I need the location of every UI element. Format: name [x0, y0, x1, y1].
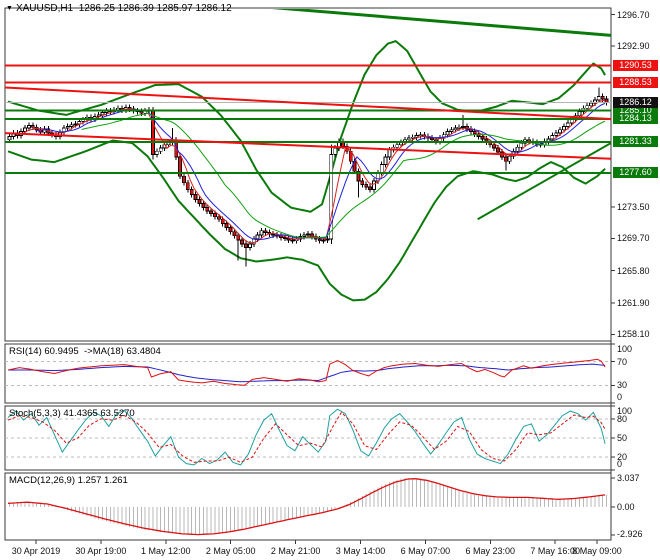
symbol-ohlc-title: XAUUSD,H1 1286.25 1286.39 1285.97 1286.1… — [15, 3, 232, 14]
time-axis-label: 6 May 23:00 — [465, 546, 516, 556]
time-axis-label: 7 May 16:00 — [530, 546, 580, 556]
time-axis-label: 2 May 05:00 — [205, 546, 256, 556]
price-level-badge: 1288.53 — [613, 76, 658, 88]
stoch-main — [7, 408, 606, 466]
indicator-tick-label: 0 — [617, 459, 623, 469]
price-level-badge: 1290.53 — [613, 60, 658, 72]
indicator-tick-label: 100 — [617, 406, 633, 416]
macd-panel — [7, 477, 608, 536]
trend-line — [271, 9, 611, 37]
trend-line — [5, 86, 611, 120]
indicator-tick-label: 3.037 — [617, 473, 640, 483]
price-tick-label: 1258.10 — [617, 329, 650, 340]
stoch-indicator-label: Stoch(5,3,3) 41.4365 63.5270 — [9, 408, 135, 419]
indicator-tick-label: 70 — [617, 356, 628, 367]
macd-signal-line — [7, 478, 606, 536]
price-level-badge: 1284.13 — [613, 113, 658, 125]
price-level-badge: 1277.60 — [613, 167, 658, 179]
price-tick-label: 1265.80 — [617, 265, 650, 276]
ma-slow — [81, 112, 606, 239]
price-level-badge: 1286.12 — [613, 96, 658, 108]
indicator-tick-label: 0.00 — [617, 501, 635, 512]
trend-line — [477, 142, 611, 221]
time-axis-label: 30 Apr 19:00 — [75, 546, 127, 556]
price-level-badge: 1281.33 — [613, 136, 658, 148]
trend-line — [5, 132, 611, 160]
stoch-signal — [7, 411, 606, 463]
candlestick-series — [7, 87, 609, 267]
price-tick-label: 1292.90 — [617, 41, 650, 52]
price-level-badge: 1285.10 — [613, 105, 658, 117]
macd-indicator-label: MACD(12,26,9) 1.257 1.261 — [9, 475, 128, 486]
price-tick-label: 1269.70 — [617, 233, 650, 244]
time-axis-label: 1 May 12:00 — [141, 546, 191, 556]
indicator-tick-label: 20 — [617, 452, 628, 463]
price-tick-label: 1261.90 — [617, 297, 650, 308]
indicator-tick-label: 100 — [617, 344, 633, 354]
symbol-dropdown-icon[interactable]: ▼ — [6, 5, 13, 12]
indicator-tick-label: 30 — [617, 380, 628, 391]
time-axis-label: 6 May 07:00 — [400, 546, 451, 556]
main-price-panel — [5, 9, 611, 302]
indicator-tick-label: 50 — [617, 433, 628, 443]
time-axis-label: 8 May 09:00 — [572, 546, 622, 556]
price-tick-label: 1296.70 — [617, 9, 650, 20]
indicator-tick-label: 80 — [617, 413, 628, 424]
chart-title: ▼ XAUUSD,H1 1286.25 1286.39 1285.97 1286.… — [6, 3, 232, 14]
indicator-tick-label: 0 — [617, 392, 623, 402]
rsi-indicator-label: RSI(14) 60.9495 ->MA(18) 63.4804 — [9, 346, 161, 357]
rsi-line — [7, 358, 606, 386]
time-axis-label: 30 Apr 2019 — [11, 546, 61, 556]
time-axis-label: 2 May 21:00 — [270, 546, 321, 556]
time-axis-label: 3 May 14:00 — [335, 546, 386, 556]
price-tick-label: 1273.50 — [617, 201, 650, 212]
macd-histogram — [9, 477, 608, 536]
indicator-tick-label: -2.926 — [617, 529, 643, 539]
axis-ticks — [35, 14, 615, 544]
